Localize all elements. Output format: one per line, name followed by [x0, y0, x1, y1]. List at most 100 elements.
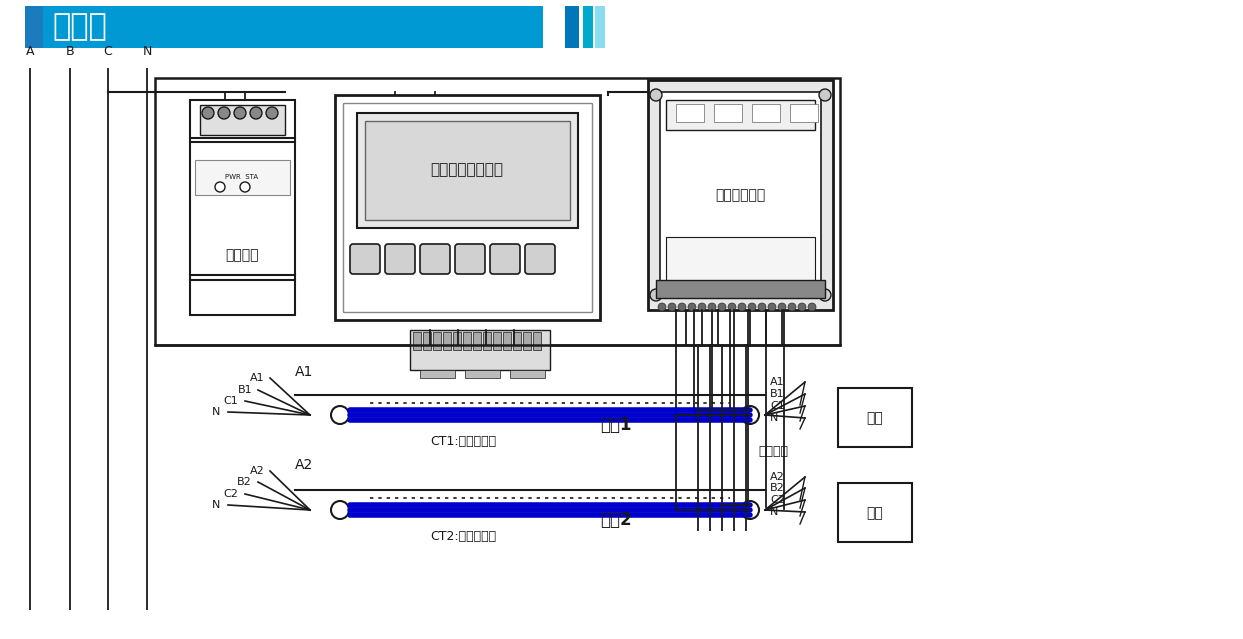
- Bar: [503, 332, 511, 350]
- Text: C1: C1: [224, 396, 237, 406]
- Text: N: N: [211, 500, 220, 510]
- Text: A2: A2: [769, 472, 784, 482]
- Text: 电缆末端: 电缆末端: [758, 445, 788, 458]
- FancyBboxPatch shape: [838, 483, 912, 542]
- Circle shape: [658, 303, 666, 311]
- Circle shape: [266, 107, 278, 119]
- Circle shape: [798, 303, 805, 311]
- Circle shape: [215, 182, 225, 192]
- Circle shape: [650, 289, 663, 301]
- Circle shape: [808, 303, 815, 311]
- Bar: [484, 332, 491, 350]
- Text: 接线图: 接线图: [52, 13, 107, 42]
- Bar: [413, 332, 421, 350]
- Bar: [666, 237, 815, 285]
- Text: CT1:电流互感器: CT1:电流互感器: [430, 435, 496, 448]
- Bar: [666, 100, 815, 130]
- Circle shape: [677, 303, 686, 311]
- Text: B2: B2: [237, 477, 252, 487]
- Circle shape: [240, 182, 250, 192]
- Circle shape: [218, 107, 230, 119]
- Text: PWR  STA: PWR STA: [225, 174, 259, 180]
- Bar: [752, 104, 781, 122]
- Text: A2: A2: [250, 466, 265, 476]
- Circle shape: [758, 303, 766, 311]
- Circle shape: [741, 406, 759, 424]
- Text: A1: A1: [250, 373, 265, 383]
- Bar: [595, 6, 605, 48]
- Circle shape: [778, 303, 786, 311]
- Text: C1: C1: [769, 401, 784, 411]
- Bar: [660, 92, 820, 298]
- Bar: [420, 370, 455, 378]
- Text: N: N: [769, 507, 778, 517]
- Bar: [200, 105, 285, 135]
- FancyBboxPatch shape: [525, 244, 556, 274]
- Bar: [44, 6, 543, 48]
- Bar: [676, 104, 704, 122]
- Bar: [656, 280, 825, 298]
- Circle shape: [718, 303, 726, 311]
- Bar: [648, 80, 833, 310]
- Circle shape: [748, 303, 756, 311]
- Circle shape: [234, 107, 246, 119]
- Text: N: N: [769, 413, 778, 423]
- Bar: [343, 103, 592, 312]
- Text: B: B: [66, 45, 75, 58]
- FancyBboxPatch shape: [351, 244, 380, 274]
- Bar: [155, 78, 840, 345]
- Text: N: N: [211, 407, 220, 417]
- Bar: [336, 95, 600, 320]
- Bar: [410, 330, 549, 370]
- Bar: [190, 100, 295, 315]
- Text: 电缆检测模块: 电缆检测模块: [715, 188, 766, 202]
- Circle shape: [667, 303, 676, 311]
- Circle shape: [331, 501, 349, 519]
- Text: A2: A2: [295, 458, 313, 472]
- Text: B1: B1: [237, 385, 252, 395]
- Circle shape: [699, 303, 706, 311]
- Circle shape: [203, 107, 214, 119]
- Text: 电缆1: 电缆1: [600, 416, 631, 434]
- Bar: [423, 332, 431, 350]
- Text: CT2:电流互感器: CT2:电流互感器: [430, 530, 496, 543]
- Circle shape: [687, 303, 696, 311]
- Text: C2: C2: [224, 489, 237, 499]
- Text: C: C: [103, 45, 112, 58]
- Bar: [493, 332, 501, 350]
- Text: 系统电源: 系统电源: [225, 248, 259, 262]
- Circle shape: [819, 289, 832, 301]
- Circle shape: [768, 303, 776, 311]
- Bar: [583, 6, 593, 48]
- Circle shape: [709, 303, 716, 311]
- Bar: [474, 332, 481, 350]
- Text: N: N: [142, 45, 152, 58]
- Text: 末端: 末端: [866, 411, 884, 425]
- FancyBboxPatch shape: [455, 244, 485, 274]
- Circle shape: [738, 303, 746, 311]
- Bar: [510, 370, 544, 378]
- Text: A1: A1: [295, 365, 313, 379]
- Bar: [713, 104, 742, 122]
- Bar: [666, 285, 815, 293]
- Circle shape: [728, 303, 736, 311]
- Circle shape: [788, 303, 796, 311]
- Text: 电缆防盗报警主机: 电缆防盗报警主机: [430, 162, 503, 178]
- Bar: [462, 332, 471, 350]
- FancyBboxPatch shape: [385, 244, 415, 274]
- Bar: [523, 332, 531, 350]
- Bar: [533, 332, 541, 350]
- Text: 末端: 末端: [866, 506, 884, 520]
- Text: B2: B2: [769, 483, 784, 493]
- Text: B1: B1: [769, 389, 784, 399]
- Bar: [357, 113, 578, 228]
- Bar: [433, 332, 441, 350]
- Text: C2: C2: [769, 495, 784, 505]
- Text: A: A: [26, 45, 35, 58]
- Bar: [195, 160, 290, 195]
- FancyBboxPatch shape: [490, 244, 520, 274]
- Circle shape: [741, 501, 759, 519]
- Bar: [566, 6, 579, 48]
- Bar: [465, 370, 500, 378]
- Bar: [791, 104, 818, 122]
